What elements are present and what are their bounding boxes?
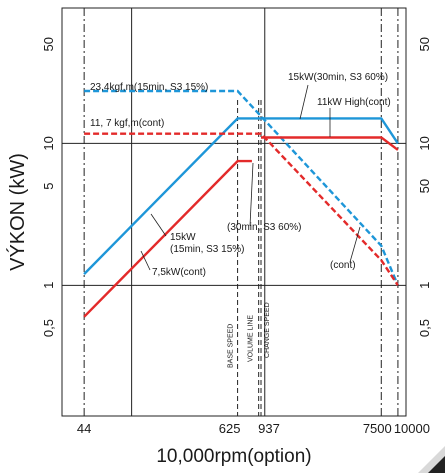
y-tick-label-right: 10	[417, 136, 432, 150]
annotation-label: (cont)	[330, 260, 356, 271]
marker-label: VOLUME LINE	[248, 315, 255, 362]
marker-label: CHANGE SPEED	[264, 302, 271, 358]
annotation-leader	[349, 226, 361, 263]
series-line	[83, 117, 399, 275]
y-tick-label-right: 50	[417, 37, 432, 51]
x-axis-label: 10,000rpm(option)	[156, 446, 311, 467]
annotation-label: (30min, S3 60%)	[227, 222, 301, 233]
y-tick-label-right: 1	[417, 282, 432, 289]
y-tick-label-left: 1	[41, 282, 56, 289]
annotation-label: 15kW	[170, 232, 196, 243]
grid	[62, 8, 406, 416]
annotation-label: 11kW High(cont)	[317, 97, 391, 108]
annotation-label: (15min, S3 15%)	[170, 244, 244, 255]
annotation-label: 11, 7 kgf,m(cont)	[90, 118, 164, 129]
vertical-markers: BASE SPEED VOLUME LINE CHANGE SPEED	[83, 8, 399, 416]
x-tick-label: 625	[219, 421, 241, 436]
annotation-label: 15kW(30min, S3 60%)	[288, 72, 388, 83]
series-line	[83, 159, 252, 318]
y-tick-label-left: 0,5	[41, 319, 56, 337]
annotation-label: 23,4kgf,m(15min, S3 15%)	[90, 82, 208, 93]
series-line	[261, 136, 399, 151]
corner-decoration	[418, 446, 445, 473]
y-tick-label-right-extra: 50	[417, 179, 432, 193]
y-tick-label-right: 0,5	[417, 319, 432, 337]
x-tick-label: 937	[258, 421, 280, 436]
series-layer	[83, 89, 400, 318]
y-tick-label-left: 10	[41, 136, 56, 150]
series-line	[84, 132, 399, 286]
marker-label: BASE SPEED	[228, 324, 235, 368]
y-tick-label-left: 50	[41, 37, 56, 51]
annotation-leader	[150, 213, 167, 237]
plot-frame	[61, 7, 407, 417]
series-line	[84, 89, 400, 286]
annotation-label: 7,5kW(cont)	[152, 267, 206, 278]
y-axis-label: VÝKON (kW)	[6, 153, 29, 271]
annotation-leader	[299, 84, 309, 120]
x-tick-label: 7500	[363, 421, 392, 436]
x-tick-label: 10000	[394, 421, 430, 436]
annotation-leader	[249, 162, 254, 227]
x-tick-label: 44	[77, 421, 91, 436]
annotations: 23,4kgf,m(15min, S3 15%) 11, 7 kgf,m(cont…	[90, 72, 391, 278]
y-tick-label-left: 5	[41, 183, 56, 190]
tick-labels: 44 625 937 7500 10000 50 10 5 1 0,5 50 10 1 0,5 50	[41, 37, 432, 436]
annotation-leader	[140, 250, 151, 271]
